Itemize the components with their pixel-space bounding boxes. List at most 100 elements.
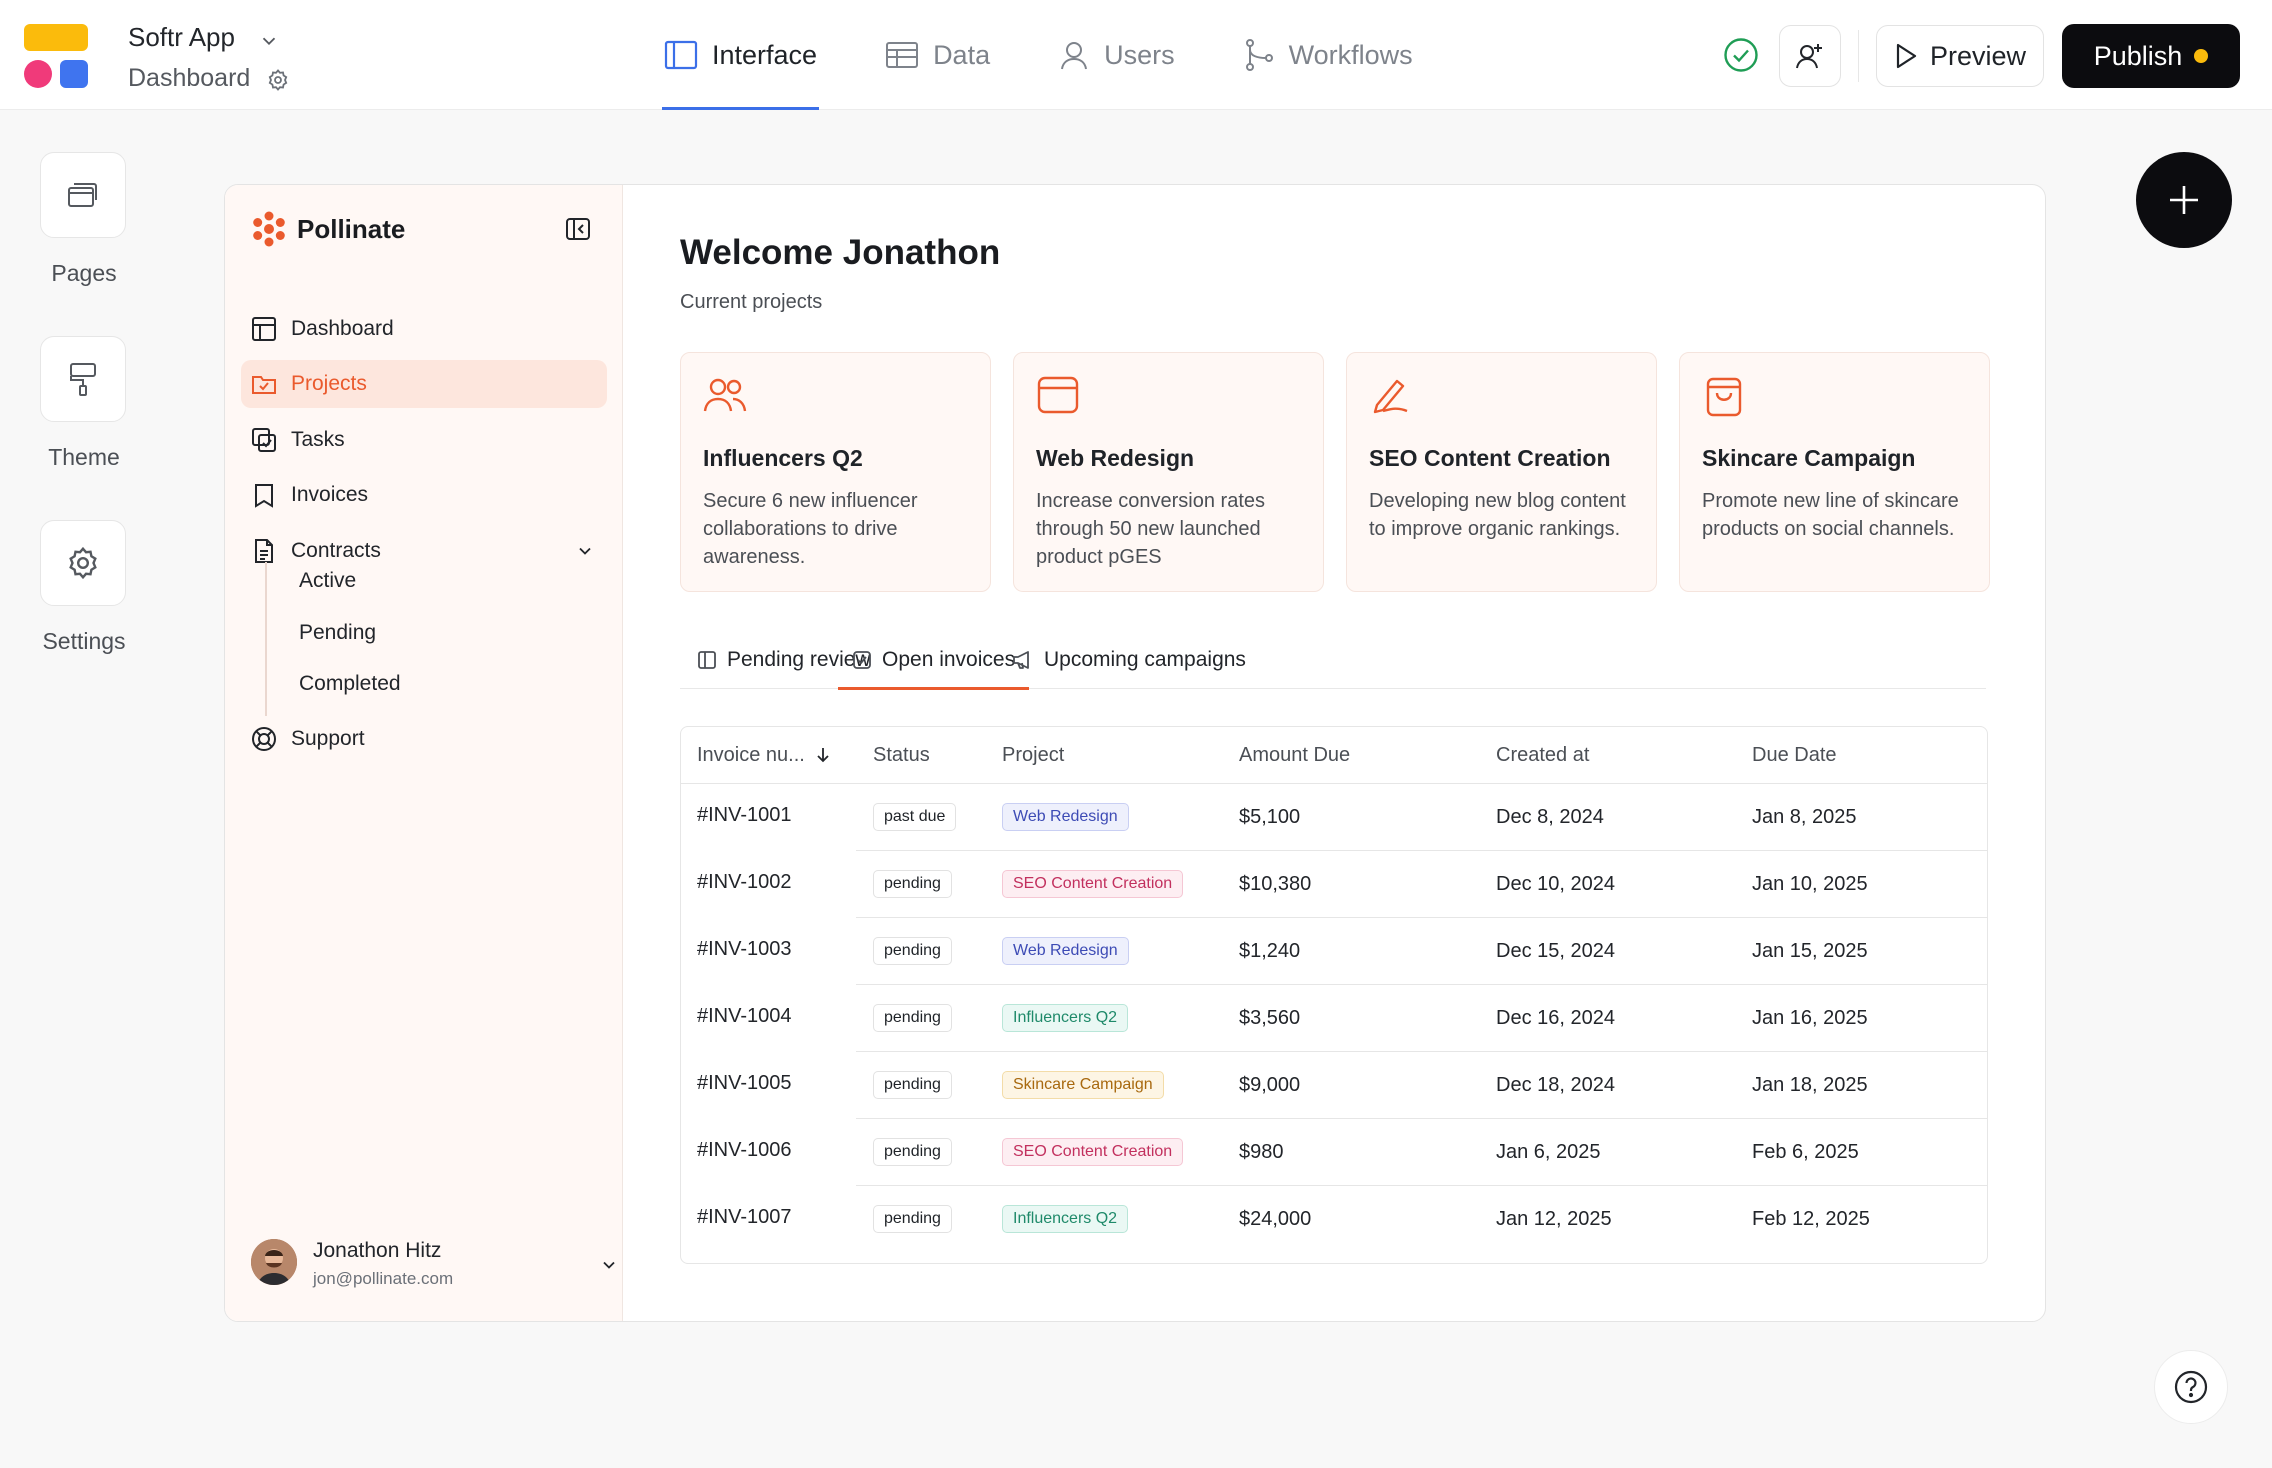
cell-created: Dec 18, 2024 (1496, 1073, 1615, 1096)
sidebar-item-label: Projects (291, 372, 367, 395)
cell-invoice: #INV-1001 (697, 803, 792, 826)
cell-status: pending (873, 850, 952, 918)
sidebar-item-label: Support (291, 727, 365, 750)
table-row[interactable]: #INV-1002 pending SEO Content Creation $10,… (681, 850, 1987, 918)
sidebar-subitem-pending[interactable]: Pending (299, 621, 377, 644)
lifebuoy-icon (251, 726, 277, 752)
sidebar-item-tasks[interactable]: Tasks (241, 416, 607, 464)
project-tag: Skincare Campaign (1002, 1071, 1164, 1099)
project-tag: Influencers Q2 (1002, 1004, 1129, 1032)
tab-label: Data (933, 39, 991, 70)
cell-invoice: #INV-1004 (697, 1004, 792, 1027)
sidebar-item-support[interactable]: Support (241, 715, 607, 763)
table-row[interactable]: #INV-1005 pending Skincare Campaign $9,000 D… (681, 1051, 1987, 1119)
top-bar: Softr App Dashboard Interface Data Users (0, 0, 2272, 110)
tab-upcoming-campaigns[interactable]: Upcoming campaigns (1012, 631, 1246, 689)
sidebar-item-projects[interactable]: Projects (241, 360, 607, 408)
table-row[interactable]: #INV-1007 pending Influencers Q2 $24,000 Jan… (681, 1185, 1987, 1253)
status-badge: pending (873, 1071, 952, 1099)
cell-status: pending (873, 1185, 952, 1253)
chevron-down-icon[interactable] (258, 30, 280, 52)
settings-button[interactable] (40, 520, 126, 606)
theme-button[interactable] (40, 336, 126, 422)
cell-due: Jan 16, 2025 (1752, 1006, 1868, 1029)
sidebar-subitem-active[interactable]: Active (299, 569, 357, 592)
help-button[interactable] (2154, 1350, 2228, 1424)
cell-amount: $5,100 (1239, 805, 1301, 828)
table-row[interactable]: #INV-1006 pending SEO Content Creation $980… (681, 1118, 1987, 1186)
table-row[interactable]: #INV-1003 pending Web Redesign $1,240 Dec 15… (681, 917, 1987, 985)
cell-amount: $980 (1239, 1140, 1284, 1163)
cell-project: Influencers Q2 (1002, 1185, 1129, 1253)
project-card[interactable]: SEO Content Creation Developing new blog… (1346, 352, 1657, 592)
sidebar-item-contracts[interactable]: Contracts (241, 527, 607, 575)
cell-created: Jan 6, 2025 (1496, 1140, 1601, 1163)
user-icon (1058, 39, 1090, 71)
sidebar-item-label: Tasks (291, 428, 345, 451)
row-divider (856, 917, 1987, 918)
sidebar-item-dashboard[interactable]: Dashboard (241, 305, 607, 353)
column-header-status[interactable]: Status (873, 743, 930, 766)
brand-name: Pollinate (297, 213, 406, 244)
collapse-sidebar-icon[interactable] (565, 217, 591, 241)
layout-icon (664, 40, 698, 70)
cell-due: Jan 10, 2025 (1752, 872, 1868, 895)
question-icon (2173, 1369, 2209, 1405)
tab-users[interactable]: Users (1056, 0, 1177, 110)
cell-due: Feb 6, 2025 (1752, 1140, 1859, 1163)
rail-pages[interactable]: Pages (40, 152, 128, 286)
column-header-project[interactable]: Project (1002, 743, 1065, 766)
tab-pending-review[interactable]: Pending review (697, 631, 871, 689)
sidebar-item-invoices[interactable]: Invoices (241, 471, 607, 519)
project-card[interactable]: Web Redesign Increase conversion rates t… (1013, 352, 1324, 592)
column-header-amount[interactable]: Amount Due (1239, 743, 1351, 766)
invite-user-button[interactable] (1779, 25, 1841, 87)
chevron-down-icon[interactable] (575, 541, 595, 561)
tab-label: Interface (712, 39, 818, 70)
project-card[interactable]: Skincare Campaign Promote new line of sk… (1679, 352, 1990, 592)
tab-interface[interactable]: Interface (662, 0, 820, 110)
project-card[interactable]: Influencers Q2 Secure 6 new influencer c… (680, 352, 991, 592)
sort-down-icon[interactable] (815, 746, 831, 764)
cell-due: Feb 12, 2025 (1752, 1207, 1870, 1230)
app-name[interactable]: Softr App (128, 22, 235, 52)
table-row[interactable]: #INV-1004 pending Influencers Q2 $3,560 Dec … (681, 984, 1987, 1052)
page-settings-icon[interactable] (266, 68, 290, 92)
cell-status: past due (873, 783, 957, 851)
column-header-invoice[interactable]: Invoice nu... (697, 727, 831, 783)
rail-theme[interactable]: Theme (40, 336, 128, 470)
checkbox-icon (852, 650, 872, 670)
card-title: Influencers Q2 (703, 445, 863, 471)
pages-button[interactable] (40, 152, 126, 238)
avatar (251, 1239, 297, 1285)
column-header-due[interactable]: Due Date (1752, 743, 1837, 766)
cell-project: Skincare Campaign (1002, 1051, 1164, 1119)
row-divider (856, 984, 1987, 985)
layout-icon (697, 650, 717, 670)
cell-created: Dec 10, 2024 (1496, 872, 1615, 895)
publish-button[interactable]: Publish (2062, 24, 2240, 88)
sidebar-subitem-completed[interactable]: Completed (299, 672, 401, 695)
content-tabs: Pending review Open invoices Upcoming ca… (680, 631, 1986, 690)
rail-settings[interactable]: Settings (40, 520, 128, 654)
preview-label: Preview (1929, 40, 2027, 71)
tab-open-invoices[interactable]: Open invoices (837, 631, 1030, 690)
table-row[interactable]: #INV-1001 past due Web Redesign $5,100 Dec 8… (681, 783, 1987, 851)
cell-amount: $9,000 (1239, 1073, 1301, 1096)
current-page-name[interactable]: Dashboard (128, 64, 251, 92)
unpublished-changes-dot (2194, 49, 2209, 63)
workflow-icon (1243, 38, 1275, 72)
add-block-button[interactable] (2136, 152, 2232, 248)
rail-label: Theme (48, 444, 120, 470)
cell-project: Web Redesign (1002, 783, 1129, 851)
cell-project: Influencers Q2 (1002, 984, 1129, 1052)
tab-workflows[interactable]: Workflows (1241, 0, 1415, 110)
chevron-down-icon[interactable] (599, 1255, 619, 1275)
tab-data[interactable]: Data (883, 0, 992, 110)
cell-invoice: #INV-1006 (697, 1138, 792, 1161)
cell-status: pending (873, 984, 952, 1052)
card-description: Developing new blog content to improve o… (1369, 490, 1626, 540)
brand[interactable]: Pollinate (251, 211, 405, 247)
preview-button[interactable]: Preview (1876, 25, 2044, 87)
column-header-created[interactable]: Created at (1496, 743, 1590, 766)
